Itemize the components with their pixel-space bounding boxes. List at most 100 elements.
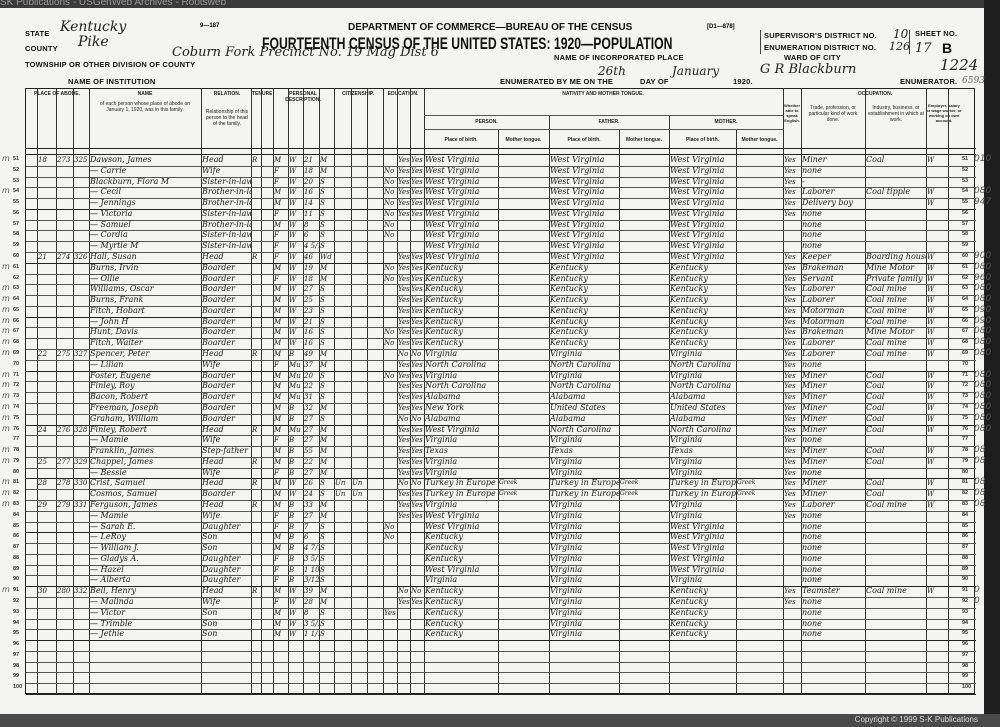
column-divider bbox=[926, 89, 927, 695]
cell-mar: S bbox=[320, 414, 325, 423]
cell-sex: F bbox=[274, 554, 279, 563]
cell-fbp: West Virginia bbox=[550, 155, 605, 164]
column-divider bbox=[334, 89, 335, 695]
row-divider bbox=[26, 521, 976, 523]
line-number-right: 88 bbox=[962, 554, 969, 561]
cell-school: No bbox=[384, 263, 395, 272]
cell-occ: - bbox=[802, 176, 805, 186]
cell-occ: none bbox=[802, 532, 822, 542]
row-divider bbox=[26, 208, 976, 210]
cell-bp: Virginia bbox=[425, 435, 458, 445]
cell-cls: W bbox=[927, 403, 935, 412]
cell-imm: Un bbox=[335, 490, 346, 499]
cell-name: Dawson, James bbox=[90, 155, 152, 164]
cell-age: 16 bbox=[304, 188, 313, 197]
cell-ind: Mine Motor bbox=[866, 327, 915, 337]
cell-family: 327 bbox=[74, 350, 88, 359]
cell-ind: Coal bbox=[866, 413, 885, 423]
cell-race: B bbox=[289, 414, 295, 423]
margin-mark: m bbox=[2, 477, 10, 487]
cell-name: — Jethie bbox=[90, 629, 125, 639]
cell-write: Yes bbox=[411, 296, 423, 305]
cell-rel: Head bbox=[202, 478, 224, 488]
line-number-left: 92 bbox=[13, 597, 20, 604]
cell-ind: Coal bbox=[866, 424, 885, 434]
cell-fbp: Kentucky bbox=[550, 327, 588, 337]
cell-ind: Coal bbox=[866, 381, 885, 391]
header-divider bbox=[26, 148, 976, 149]
archive-banner: SK Publications - USGenWeb Archives - Ro… bbox=[0, 0, 1000, 8]
cell-fbp: Virginia bbox=[550, 510, 583, 520]
cell-mbp: Virginia bbox=[670, 510, 703, 520]
margin-mark: m bbox=[2, 412, 10, 422]
cell-mbp: Turkey in Europe bbox=[670, 489, 736, 499]
cell-occ: Miner bbox=[802, 478, 827, 488]
cell-occ: Teamster bbox=[802, 586, 840, 596]
cell-write: Yes bbox=[411, 166, 423, 175]
row-divider bbox=[26, 392, 976, 394]
cell-fbp: Virginia bbox=[550, 499, 583, 509]
cell-age: 21 bbox=[304, 317, 313, 326]
industry-code: 08 bbox=[974, 488, 986, 499]
cell-race: W bbox=[289, 220, 297, 229]
header-nativity: NATIVITY AND MOTHER TONGUE. bbox=[562, 91, 644, 97]
cell-cls: W bbox=[927, 447, 935, 456]
cell-eng: Yes bbox=[784, 350, 796, 359]
cell-name: — Sarah E. bbox=[90, 521, 136, 531]
margin-mark: m bbox=[2, 186, 10, 196]
cell-race: B bbox=[289, 544, 295, 553]
cell-fbp: West Virginia bbox=[550, 230, 605, 240]
cell-race: B bbox=[289, 468, 295, 477]
cell-school: No bbox=[384, 220, 395, 229]
cell-home: R bbox=[252, 500, 258, 509]
cell-fbp: West Virginia bbox=[550, 208, 605, 218]
cell-eng: Yes bbox=[784, 587, 796, 596]
cell-mbp: West Virginia bbox=[670, 219, 725, 229]
cell-race: W bbox=[289, 296, 297, 305]
cell-cls: W bbox=[927, 296, 935, 305]
cell-rel: Head bbox=[202, 155, 224, 164]
cell-mar: S bbox=[320, 382, 325, 391]
cell-race: W bbox=[289, 231, 297, 240]
cell-age: 39 bbox=[304, 587, 313, 596]
margin-mark: m bbox=[2, 315, 10, 325]
cell-race: B bbox=[289, 565, 295, 574]
cell-occ: none bbox=[802, 241, 822, 251]
cell-cls: W bbox=[927, 371, 935, 380]
line-number-right: 69 bbox=[962, 350, 969, 357]
cell-age: 14 bbox=[304, 199, 313, 208]
cell-age: 25 bbox=[304, 296, 313, 305]
header-relation-sub: Relationship of this person to the head … bbox=[205, 109, 249, 127]
cell-cls: W bbox=[927, 306, 935, 315]
cell-mar: M bbox=[320, 597, 328, 606]
cell-eng: Yes bbox=[784, 468, 796, 477]
cell-read: Yes bbox=[398, 177, 410, 186]
cell-ind: Coal bbox=[866, 446, 885, 456]
cell-rel: Boarder bbox=[202, 413, 235, 423]
cell-eng: Yes bbox=[784, 328, 796, 337]
cell-cls: W bbox=[927, 285, 935, 294]
cell-bp: Kentucky bbox=[425, 273, 463, 283]
cell-school: No bbox=[384, 522, 395, 531]
cell-write: No bbox=[411, 479, 422, 488]
cell-read: No bbox=[398, 479, 409, 488]
cell-mbp: Alabama bbox=[670, 413, 706, 423]
cell-sex: F bbox=[274, 177, 279, 186]
cell-age: 1 10/12 bbox=[304, 565, 319, 574]
cell-occ: Laborer bbox=[802, 295, 835, 305]
cell-fbp: Kentucky bbox=[550, 295, 588, 305]
cell-bp: Virginia bbox=[425, 575, 458, 585]
line-number-left: 72 bbox=[13, 382, 20, 389]
cell-write: Yes bbox=[411, 328, 423, 337]
census-table: PLACE OF ABODE. NAME of each person whos… bbox=[25, 88, 976, 695]
column-divider bbox=[251, 89, 252, 695]
line-number-left: 86 bbox=[13, 533, 20, 540]
cell-bp: Alabama bbox=[425, 413, 461, 423]
cell-sex: M bbox=[274, 490, 282, 499]
cell-home: R bbox=[252, 425, 258, 434]
cell-rel: Boarder bbox=[202, 284, 235, 294]
cell-race: W bbox=[289, 253, 297, 262]
cell-race: W bbox=[289, 597, 297, 606]
cell-name: Chappel, James bbox=[90, 456, 154, 466]
line-number-left: 68 bbox=[13, 339, 20, 346]
